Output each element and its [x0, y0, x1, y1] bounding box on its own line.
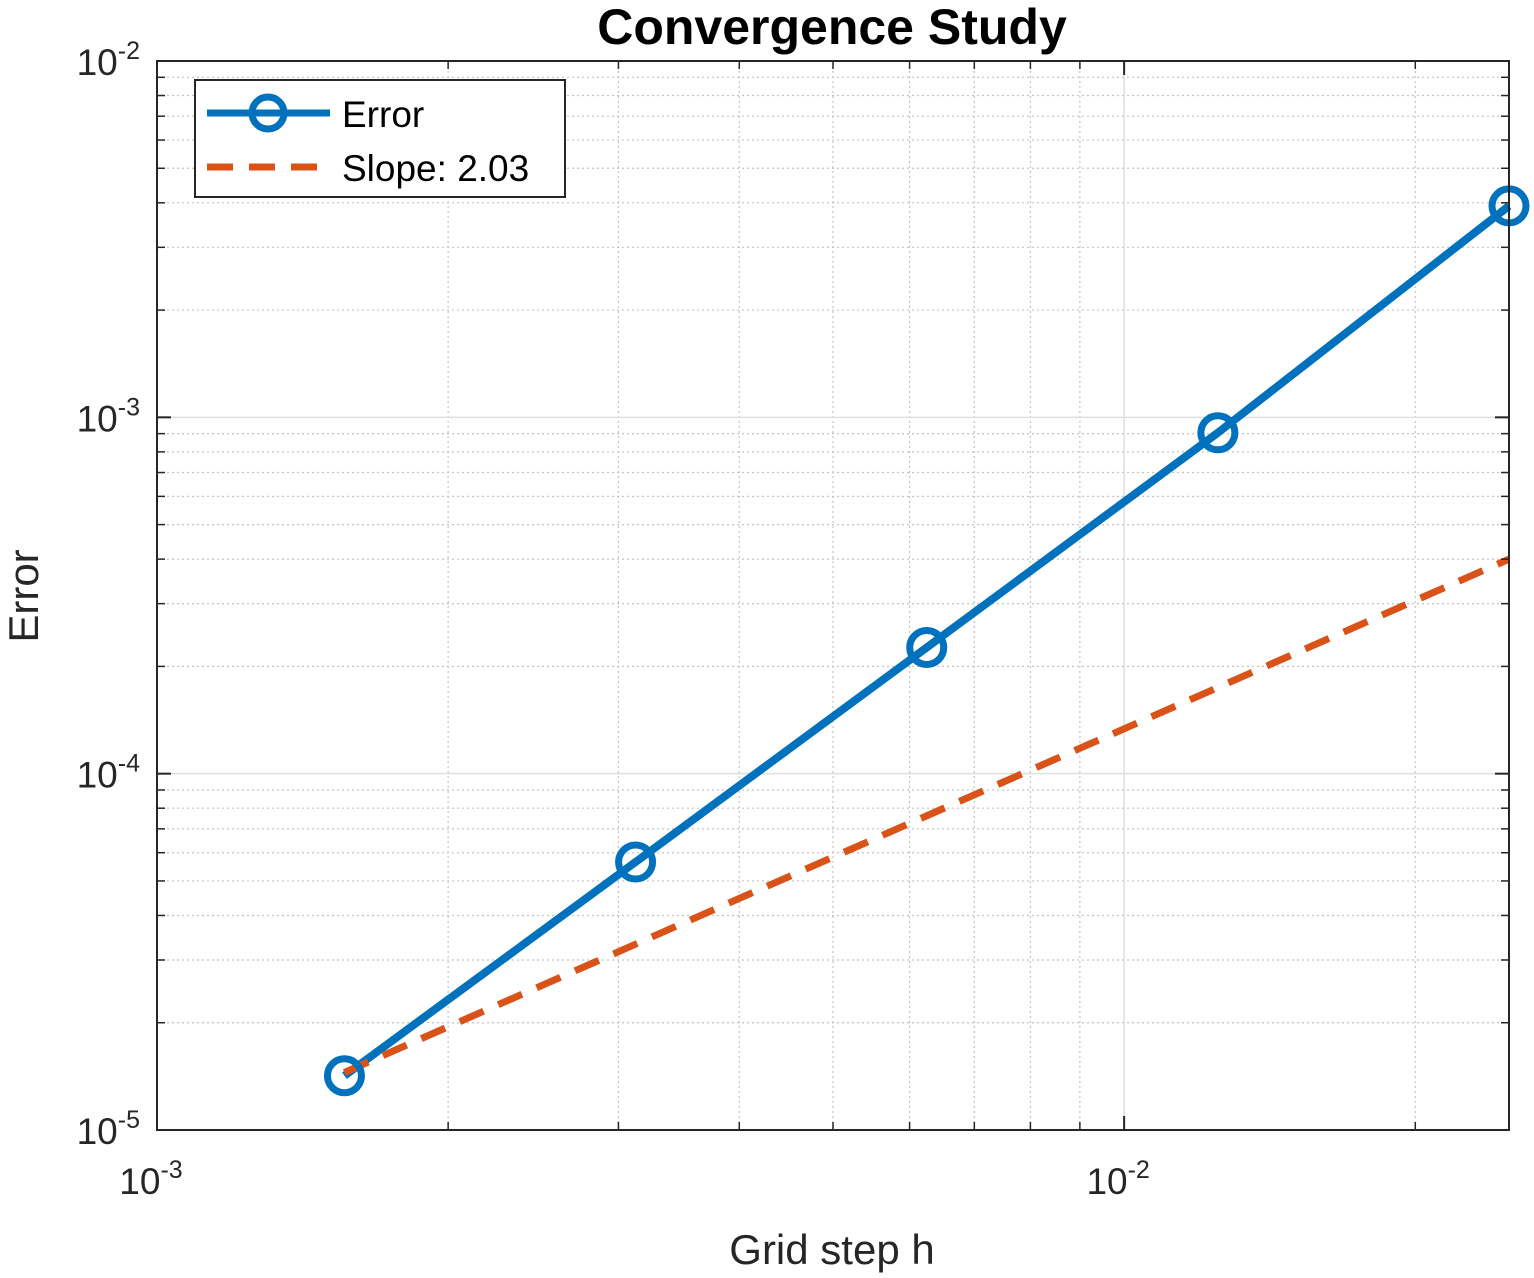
y-tick-label: 10-2 — [77, 37, 140, 83]
series-error-line — [342, 202, 1512, 1079]
y-axis-label: Error — [0, 549, 47, 642]
chart-title: Convergence Study — [597, 0, 1067, 55]
x-axis-label: Grid step h — [729, 1226, 934, 1273]
series-error-point — [615, 841, 657, 883]
series-error-point — [1197, 412, 1239, 454]
legend-error-label: Error — [342, 94, 424, 135]
tick-layer: 10-3 10-2 10-5 10-4 10-3 10-2 — [77, 37, 1509, 1202]
y-tick-label: 10-4 — [77, 750, 140, 796]
series-error-point — [906, 626, 948, 668]
series-error-point — [323, 1055, 365, 1097]
y-tick-label: 10-5 — [77, 1106, 140, 1152]
x-tick-label: 10-3 — [119, 1156, 182, 1202]
series-layer — [323, 185, 1530, 1097]
series-slope-line — [343, 555, 1511, 1076]
x-tick-label: 10-2 — [1086, 1156, 1149, 1202]
legend-error-marker — [248, 93, 288, 133]
legend-slope-label: Slope: 2.03 — [342, 148, 529, 189]
legend: Error Slope: 2.03 — [194, 79, 566, 198]
y-tick-label: 10-3 — [77, 393, 140, 439]
